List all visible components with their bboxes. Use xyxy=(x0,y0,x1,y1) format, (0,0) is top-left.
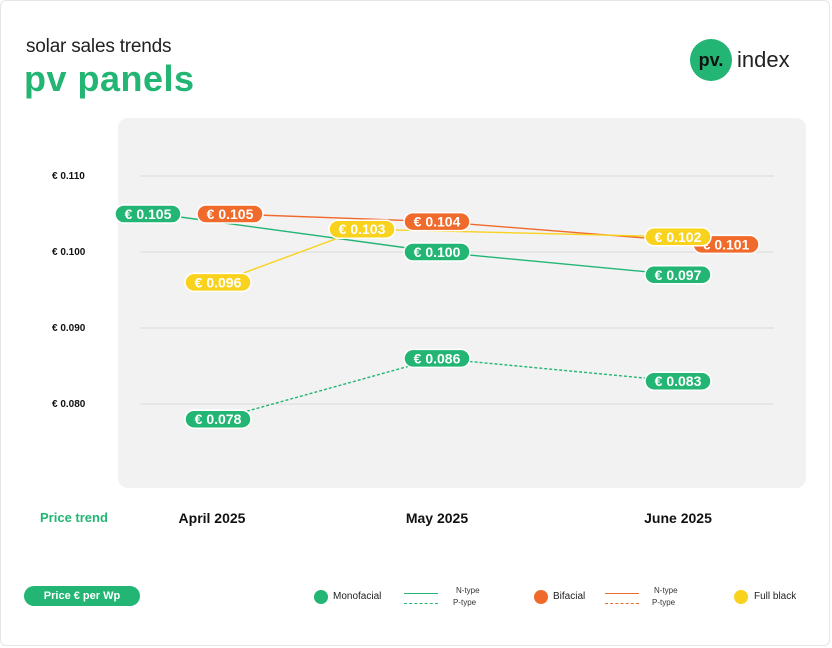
legend-line-solid xyxy=(404,593,438,594)
y-tick-label: € 0.110 xyxy=(52,171,85,182)
data-point-marker xyxy=(644,265,712,285)
chart-title: pv panels xyxy=(24,58,195,99)
data-label: € 0.097 xyxy=(655,267,702,283)
data-point-marker xyxy=(184,409,252,429)
legend-bifacial: Bifacial xyxy=(553,591,586,602)
data-point-label: € 0.078 xyxy=(184,409,252,429)
data-label: € 0.105 xyxy=(125,206,172,222)
data-point-marker xyxy=(328,219,396,239)
data-label: € 0.078 xyxy=(195,411,242,427)
data-point-label: € 0.096 xyxy=(184,272,252,293)
legend-p-type: P-type xyxy=(652,598,676,607)
data-point-label: € 0.100 xyxy=(403,242,471,262)
full-black-legend-dot xyxy=(734,590,748,604)
pv-index-logo: pv. index xyxy=(690,39,790,81)
data-label: € 0.101 xyxy=(703,236,750,252)
y-tick-label: € 0.100 xyxy=(52,247,86,258)
data-point-label: € 0.103 xyxy=(328,219,396,239)
data-point-marker xyxy=(644,371,712,391)
chart-subtitle: solar sales trends xyxy=(26,36,172,57)
data-point-label: € 0.101 xyxy=(692,234,760,255)
data-point-marker xyxy=(114,204,182,224)
data-point-marker xyxy=(403,348,471,369)
data-point-label: € 0.083 xyxy=(644,371,712,391)
bifacial-legend-dot xyxy=(534,590,548,604)
data-label: € 0.100 xyxy=(414,244,461,260)
legend-n-type: N-type xyxy=(654,586,678,595)
data-label: € 0.096 xyxy=(195,274,242,290)
logo-mark: pv. xyxy=(690,39,732,81)
y-tick-label: € 0.080 xyxy=(52,399,86,410)
monofacial-legend-dot xyxy=(314,590,328,604)
x-tick-label: May 2025 xyxy=(405,510,469,526)
data-label: € 0.104 xyxy=(414,214,461,230)
x-tick-label: June 2025 xyxy=(644,510,712,526)
data-point-marker xyxy=(403,242,471,262)
x-tick-label: April 2025 xyxy=(178,510,246,526)
data-point-label: € 0.097 xyxy=(644,265,712,285)
data-point-marker xyxy=(403,211,471,232)
price-trend-label: Price trend xyxy=(40,510,108,525)
logo-text: index xyxy=(737,47,790,72)
data-point-label: € 0.104 xyxy=(403,211,471,232)
data-point-label: € 0.105 xyxy=(196,204,264,224)
unit-badge: Price € per Wp xyxy=(24,586,140,606)
legend-line-solid xyxy=(605,593,639,594)
data-point-marker xyxy=(184,272,252,293)
legend-line-dashed xyxy=(404,603,438,604)
data-label: € 0.102 xyxy=(655,229,702,245)
data-point-label: € 0.086 xyxy=(403,348,471,369)
legend-full-black: Full black xyxy=(754,591,797,602)
data-point-marker xyxy=(196,204,264,224)
legend-line-dashed xyxy=(605,603,639,604)
data-point-label: € 0.105 xyxy=(114,204,182,224)
data-label: € 0.086 xyxy=(414,350,461,366)
data-point-marker xyxy=(644,227,712,247)
data-point-label: € 0.102 xyxy=(644,227,712,247)
data-label: € 0.103 xyxy=(339,221,386,237)
data-label: € 0.105 xyxy=(207,206,254,222)
legend-monofacial: Monofacial xyxy=(333,591,382,602)
legend-p-type: P-type xyxy=(453,598,477,607)
data-label: € 0.083 xyxy=(655,373,702,389)
legend-n-type: N-type xyxy=(456,586,480,595)
y-tick-label: € 0.090 xyxy=(52,323,86,334)
